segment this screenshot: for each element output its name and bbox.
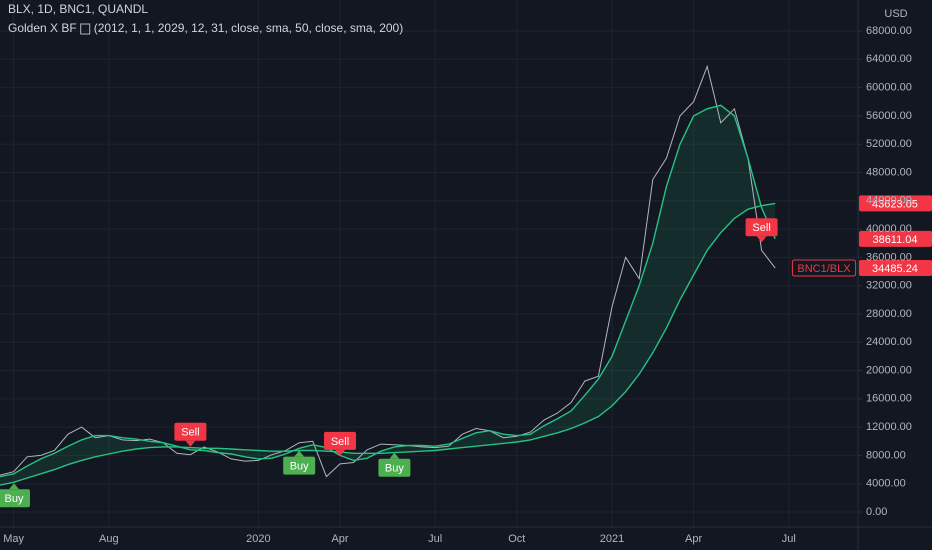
y-tick-label: 32000.00 [866,280,912,292]
plot [0,64,776,486]
signal-pointer [294,450,305,457]
y-tick-label: 24000.00 [866,336,912,348]
x-tick-label: Oct [508,533,525,545]
price-tag-label: 43623.05 [872,198,918,210]
signal-label: Buy [5,493,24,505]
series-name-box [791,259,857,277]
signal-pointer [756,236,767,243]
signal-box [0,489,30,508]
y-tick-label: 0.00 [866,506,887,518]
sma-line [0,202,776,486]
sma-fill [0,105,776,486]
y-tick-label: 36000.00 [866,251,912,263]
indicator-params: (2012, 1, 1, 2029, 12, 31, close, sma, 5… [94,21,404,35]
signal-label: Sell [181,427,199,439]
x-tick-label: Jul [428,533,442,545]
price-tag [859,195,932,212]
x-tick-label: Jul [782,533,796,545]
overlay: 34485.24 BNC1/BLX 38611.04 43623.05 Buy Sell B… [0,195,932,508]
signal-label: Buy [290,461,309,473]
signal-pointer [9,483,19,490]
signal-box [283,456,316,475]
price-tag [859,230,932,247]
indicator-name: Golden X BF [8,21,77,35]
chart-title: BLX, 1D, BNC1, QUANDL [8,2,148,16]
x-tick-label: 2020 [246,533,270,545]
y-tick-label: 12000.00 [866,421,912,433]
signal-box [324,431,356,450]
y-tick-label: 56000.00 [866,110,912,122]
x-tick-label: Apr [331,533,348,545]
y-tick-label: 48000.00 [866,166,912,178]
signal-label: Buy [385,463,404,475]
y-tick-label: 16000.00 [866,393,912,405]
y-tick-label: 4000.00 [866,478,906,490]
y-tick-label: 64000.00 [866,53,912,65]
y-tick-label: 52000.00 [866,138,912,150]
x-tick-label: May [3,533,24,545]
price-tag [859,260,932,277]
signal-box [174,422,207,441]
y-tick-label: 60000.00 [866,81,912,93]
series-name-tag: BNC1/BLX [797,263,851,275]
indicator-icon[interactable] [80,23,91,35]
price-line [0,64,776,478]
y-axis-label: USD [884,8,907,20]
y-tick-label: 68000.00 [866,25,912,37]
signal-label: Sell [331,436,349,448]
signal-box [378,458,411,477]
signal-pointer [185,440,196,447]
x-tick-label: Apr [685,533,702,545]
signal-label: Sell [752,222,770,234]
y-tick-label: 28000.00 [866,308,912,320]
y-tick-label: 20000.00 [866,364,912,376]
y-tick-label: 8000.00 [866,449,906,461]
signal-box [745,218,778,237]
signal-pointer [335,449,345,456]
price-tag-label: 38611.04 [872,234,917,246]
x-tick-label: Aug [99,533,119,545]
signal-pointer [389,452,400,459]
sma-line [0,104,776,478]
x-tick-label: 2021 [600,533,624,545]
y-tick-label: 44000.00 [866,195,912,207]
price-tag-label: 34485.24 [872,263,918,275]
y-tick-label: 40000.00 [866,223,912,235]
